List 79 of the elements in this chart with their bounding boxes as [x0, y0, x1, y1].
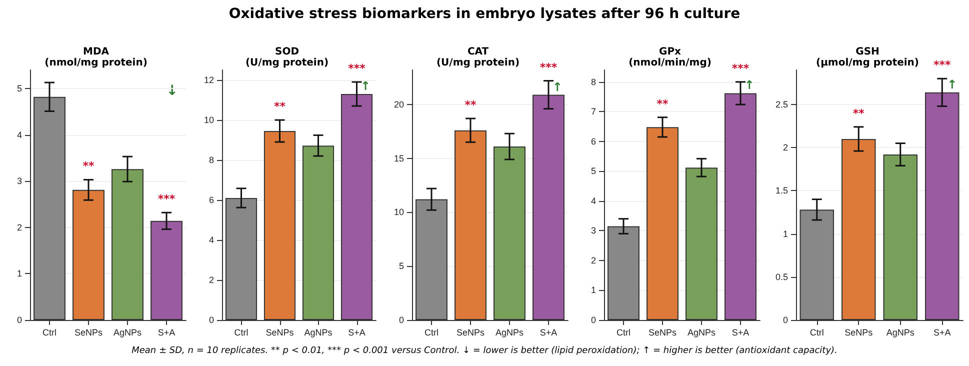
- x-tick-label: Ctrl: [810, 328, 824, 338]
- chart-title: MDA: [83, 46, 110, 58]
- chart-subtitle: (nmol/min/mg): [628, 58, 712, 68]
- annotation: **: [656, 97, 668, 110]
- x-tick-label: AgNPs: [495, 328, 524, 338]
- annotation: ↑: [552, 80, 562, 94]
- annotation: **: [274, 100, 286, 113]
- x-tick-label: Ctrl: [616, 328, 630, 338]
- text: Mean ± SD, n = 10 replicates. ** p < 0.01, *** p < 0.001 versus Control. ↓ = lower is better (lipid peroxidation); ↑ = higher is better (antioxidant capacity).: [130, 346, 838, 356]
- x-tick-label: Ctrl: [42, 328, 56, 338]
- annotation: ***: [933, 58, 951, 72]
- annotation: **: [464, 98, 476, 112]
- y-tick-label: 8: [208, 155, 214, 165]
- y-tick-label: 5: [16, 84, 22, 94]
- x-tick-label: SeNPs: [648, 328, 678, 338]
- chart-title: SOD: [274, 46, 300, 58]
- y-tick-label: 2: [16, 222, 22, 232]
- x-tick-label: S+A: [732, 328, 750, 338]
- y-tick-label: 4: [590, 196, 596, 206]
- y-tick-label: 10: [204, 115, 214, 125]
- y-tick-label: 0: [590, 315, 596, 325]
- y-tick-label: 6: [208, 195, 214, 205]
- x-tick-label: SeNPs: [74, 328, 104, 338]
- y-tick-label: 12: [204, 75, 214, 85]
- x-tick-label: AgNPs: [304, 328, 333, 338]
- x-tick-label: Ctrl: [234, 328, 248, 338]
- chart-subtitle: (U/mg protein): [245, 58, 329, 68]
- annotation: ***: [158, 192, 176, 206]
- x-tick-label: AgNPs: [113, 328, 142, 338]
- x-tick-label: SeNPs: [844, 328, 874, 338]
- y-tick-label: 0: [208, 315, 214, 325]
- y-tick-label: 15: [394, 153, 404, 164]
- y-tick-label: 0: [398, 315, 404, 325]
- annotation: ***: [732, 62, 750, 75]
- y-tick-label: 5: [398, 261, 404, 272]
- annotation: ***: [540, 60, 558, 74]
- y-tick-label: 1.5: [775, 186, 788, 196]
- x-tick-label: SeNPs: [456, 328, 486, 338]
- x-tick-label: S+A: [348, 328, 366, 338]
- x-tick-label: AgNPs: [687, 328, 716, 338]
- y-tick-label: 6: [590, 136, 596, 146]
- y-tick-label: 8: [590, 76, 596, 87]
- x-tick-label: SeNPs: [266, 328, 294, 338]
- y-tick-label: 1: [782, 228, 788, 239]
- y-tick-label: 3: [16, 176, 22, 186]
- x-tick-label: S+A: [158, 328, 176, 338]
- x-tick-label: AgNPs: [886, 328, 915, 338]
- y-tick-label: 7: [590, 106, 596, 117]
- y-tick-label: 20: [394, 99, 404, 110]
- chart-title: CAT: [467, 46, 489, 58]
- y-tick-label: 1: [590, 285, 596, 296]
- x-tick-label: S+A: [540, 328, 558, 338]
- y-tick-label: 0: [782, 315, 788, 325]
- chart-subtitle: (U/mg protein): [436, 58, 520, 68]
- y-tick-label: 2: [590, 255, 596, 266]
- annotation: ***: [348, 62, 366, 75]
- annotation: **: [852, 106, 865, 120]
- y-tick-label: 4: [16, 130, 22, 140]
- y-tick-label: 3: [590, 226, 596, 236]
- annotation: ↑: [744, 78, 754, 92]
- x-tick-label: S+A: [933, 328, 951, 338]
- annotation: **: [82, 160, 94, 173]
- chart-subtitle: (nmol/mg protein): [44, 58, 148, 68]
- y-tick-label: 2.5: [775, 99, 788, 110]
- y-tick-label: 10: [394, 207, 404, 218]
- y-tick-label: 5: [590, 166, 596, 176]
- y-tick-label: 0: [16, 315, 22, 325]
- y-tick-label: 1: [16, 268, 22, 279]
- chart-title: GPx: [659, 46, 682, 58]
- chart-subtitle: (μmol/mg protein): [816, 58, 919, 68]
- chart-title: GSH: [856, 46, 880, 58]
- x-tick-label: Ctrl: [424, 328, 438, 338]
- y-tick-label: 4: [208, 235, 214, 245]
- annotation: ↑: [360, 79, 371, 93]
- annotation: ↑: [947, 77, 958, 92]
- y-tick-label: 2: [208, 275, 214, 285]
- text: Oxidative stress biomarkers in embryo lysates after 96 h culture: [228, 6, 742, 22]
- y-tick-label: 2: [782, 142, 788, 153]
- y-tick-label: 0.5: [775, 272, 788, 282]
